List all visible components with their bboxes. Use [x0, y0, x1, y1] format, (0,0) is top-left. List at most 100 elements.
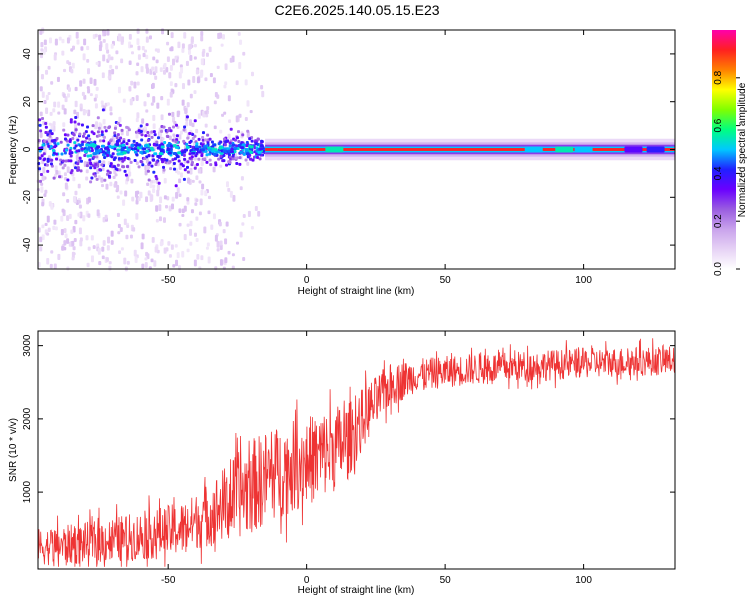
spectrogram-noise-cell: [195, 69, 199, 75]
spectrogram-band-blob: [555, 146, 574, 153]
spectrogram-noise-cell: [39, 111, 43, 117]
spectrogram-core-cell: [127, 139, 131, 143]
spectrogram-core-cell: [55, 157, 59, 161]
spectrogram-noise-cell: [190, 36, 194, 43]
spectrogram-core-cell: [173, 167, 177, 171]
spectrogram-noise-cell: [39, 246, 43, 252]
spectrogram-noise-cell: [126, 224, 130, 228]
spectrogram-noise-cell: [246, 161, 250, 166]
spectrogram-noise-cell: [60, 215, 64, 222]
spectrogram-noise-cell: [207, 256, 211, 264]
spectrogram-core-cell: [38, 118, 42, 122]
spectrogram-core-cell: [133, 159, 137, 163]
snr-x-tick-label: -50: [161, 575, 176, 586]
spectrogram-peak-dot: [96, 145, 101, 149]
spectrogram-noise-cell: [129, 44, 133, 48]
spectrogram-noise-cell: [107, 54, 111, 61]
spectrogram-noise-cell: [39, 86, 43, 92]
spectrogram-noise-cell: [169, 91, 173, 98]
spectrogram-noise-cell: [49, 111, 53, 116]
spectrogram-core-cell: [103, 125, 107, 129]
spectrogram-core-cell: [160, 157, 164, 161]
spectrogram-core-cell: [95, 155, 99, 159]
spectrogram-noise-cell: [145, 67, 149, 74]
spectrogram-core-cell: [71, 136, 75, 140]
spectrogram-noise-cell: [87, 213, 91, 218]
spectrogram-noise-cell: [219, 244, 223, 251]
spectrogram-core-cell: [103, 156, 107, 160]
spectrogram-noise-cell: [214, 266, 218, 271]
spectrogram-band-layer: [265, 148, 675, 151]
spectrogram-core-cell: [74, 166, 78, 170]
spectrogram-core-cell: [162, 165, 166, 169]
spectrogram-noise-cell: [102, 118, 106, 125]
spectrogram-core-cell: [204, 138, 208, 142]
colorbar-scale: [712, 30, 736, 269]
spectrogram-noise-cell: [159, 67, 163, 73]
spectrogram-peak-dot: [219, 151, 224, 155]
spectrogram-peak-dot: [194, 147, 199, 151]
spectrogram-core-cell: [76, 166, 80, 170]
spectrogram-core-cell: [139, 159, 143, 163]
spectrogram-core-cell: [69, 120, 73, 124]
spectrogram-band-blob: [646, 146, 665, 153]
spectrogram-core-cell: [182, 128, 186, 132]
spectrogram-noise-cell: [170, 244, 174, 250]
spectrogram-band-blob: [574, 146, 593, 153]
spectrogram-noise-cell: [89, 77, 93, 85]
spectrogram-core-cell: [194, 154, 198, 158]
spectrogram-core-cell: [81, 140, 85, 144]
spectrogram-core-cell: [235, 162, 239, 166]
spectrogram-noise-cell: [145, 28, 149, 34]
spectrogram-noise-cell: [62, 93, 66, 98]
spectrogram-core-cell: [155, 140, 159, 144]
spectrogram-core-cell: [234, 156, 238, 160]
snr-y-ticks: 1000 2000 3000: [22, 334, 675, 503]
spectrogram-noise-cell: [210, 224, 214, 230]
spectrogram-noise-cell: [186, 197, 190, 202]
spectrogram-noise-cell: [40, 186, 44, 193]
spectrogram-noise-cell: [163, 247, 167, 254]
spectrogram-noise-cell: [141, 233, 145, 240]
spectrogram-core-cell: [108, 139, 112, 143]
spectrogram-noise-cell: [43, 193, 47, 198]
spectrogram-noise-cell: [106, 49, 110, 54]
spectrogram-peak-dot: [139, 150, 144, 154]
spectrogram-x-tick-label: 0: [304, 275, 310, 286]
spectrogram-noise-cell: [41, 91, 45, 98]
spectrogram-core-cell: [58, 175, 62, 179]
spectrogram-noise-cell: [40, 42, 44, 48]
spectrogram-core-cell: [191, 145, 195, 149]
spectrogram-noise-cell: [221, 113, 225, 117]
spectrogram-noise-cell: [189, 169, 193, 174]
spectrogram-noise-cell: [105, 257, 109, 262]
spectrogram-noise-cell: [238, 113, 242, 118]
spectrogram-noise-cell: [201, 183, 205, 190]
spectrogram-noise-cell: [66, 215, 70, 221]
spectrogram-noise-cell: [152, 179, 156, 184]
spectrogram-core-cell: [181, 164, 185, 168]
spectrogram-core-cell: [42, 152, 46, 156]
spectrogram-core-cell: [66, 178, 70, 182]
spectrogram-noise-cell: [136, 81, 140, 86]
spectrogram-noise-cell: [135, 95, 139, 101]
spectrogram-noise-cell: [186, 248, 190, 253]
spectrogram-noise-cell: [212, 213, 216, 220]
spectrogram-noise-cell: [198, 180, 202, 184]
spectrogram-core-cell: [188, 152, 192, 156]
spectrogram-noise-cell: [193, 259, 197, 267]
spectrogram-peak-dot: [208, 148, 213, 152]
spectrogram-peak-dot: [245, 152, 250, 156]
spectrogram-core-cell: [44, 130, 48, 134]
spectrogram-core-cell: [69, 171, 73, 175]
spectrogram-noise-cell: [118, 116, 122, 123]
spectrogram-noise-cell: [128, 86, 132, 92]
spectrogram-core-cell: [76, 168, 80, 172]
spectrogram-peak-dot: [116, 148, 121, 152]
spectrogram-noise-cell: [118, 250, 122, 254]
spectrogram-noise-cell: [74, 219, 78, 225]
spectrogram-core-cell: [225, 163, 229, 167]
spectrogram-noise-cell: [107, 75, 111, 79]
spectrogram-core-cell: [68, 151, 72, 155]
spectrogram-noise-cell: [185, 60, 189, 66]
